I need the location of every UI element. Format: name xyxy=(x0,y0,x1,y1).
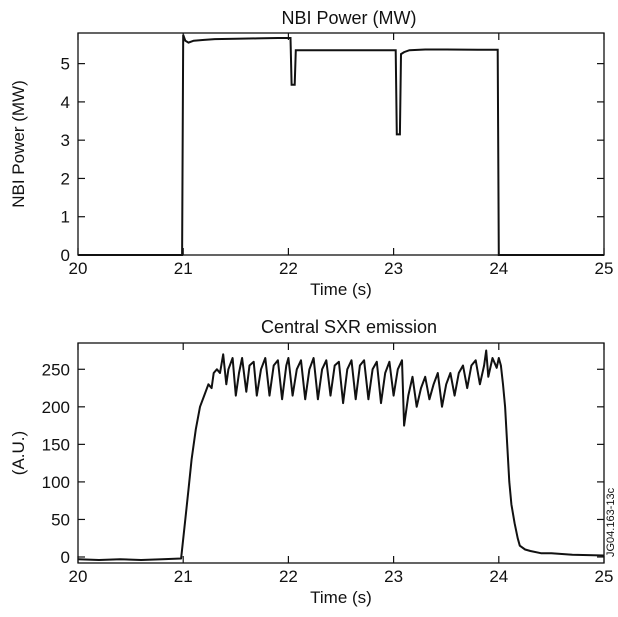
chart-title: NBI Power (MW) xyxy=(282,8,417,28)
y-tick-label: 1 xyxy=(61,208,70,227)
x-tick-label: 20 xyxy=(69,567,88,586)
y-tick-label: 150 xyxy=(42,435,70,454)
y-tick-label: 4 xyxy=(61,93,70,112)
series-line xyxy=(77,349,605,561)
x-tick-label: 22 xyxy=(279,567,298,586)
x-tick-label: 25 xyxy=(595,259,614,278)
x-tick-label: 22 xyxy=(279,259,298,278)
chart-central-sxr: Central SXR emission 20 21 22 23 24 250501001… xyxy=(9,317,613,607)
x-axis-label: Time (s) xyxy=(310,280,372,299)
y-tick-label: 3 xyxy=(61,131,70,150)
plot-frame xyxy=(77,32,605,256)
figure-id-watermark: JG04.163-13c xyxy=(605,487,617,557)
x-tick-label: 23 xyxy=(384,567,403,586)
x-tick-label: 24 xyxy=(489,567,508,586)
y-tick-label: 200 xyxy=(42,398,70,417)
x-tick-label: 25 xyxy=(595,567,614,586)
y-tick-label: 100 xyxy=(42,473,70,492)
y-tick-label: 250 xyxy=(42,360,70,379)
x-tick-label: 20 xyxy=(69,259,88,278)
x-tick-label: 23 xyxy=(384,259,403,278)
y-tick-label: 0 xyxy=(61,246,70,265)
y-tick-label: 2 xyxy=(61,169,70,188)
chart-title: Central SXR emission xyxy=(261,317,437,337)
x-axis-label: Time (s) xyxy=(310,588,372,607)
x-tick-label: 24 xyxy=(489,259,508,278)
y-axis-label: NBI Power (MW) xyxy=(9,80,28,208)
series-line xyxy=(78,34,604,256)
y-axis-label: (A.U.) xyxy=(9,431,28,475)
y-tick-label: 0 xyxy=(61,548,70,567)
y-tick-label: 50 xyxy=(51,510,70,529)
x-tick-label: 21 xyxy=(174,567,193,586)
plot-frame xyxy=(77,342,605,564)
y-tick-label: 5 xyxy=(61,55,70,74)
x-tick-label: 21 xyxy=(174,259,193,278)
